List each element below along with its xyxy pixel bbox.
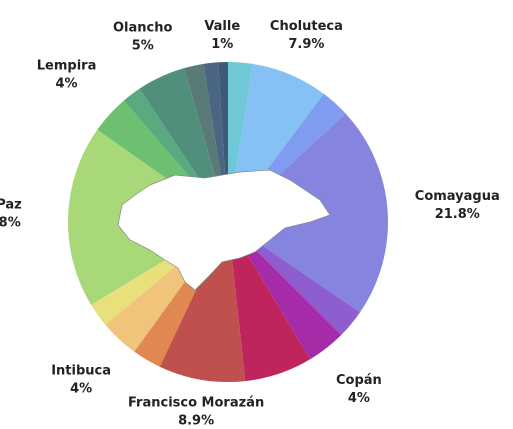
slice-value-label: 21.8% [435,207,480,222]
slice-label: Francisco Morazán [128,395,264,410]
slice-label: Lempira [37,59,97,74]
pie-slice [228,222,342,360]
slice-value-label: 7.9% [288,37,324,52]
slice-value-label: 4% [56,77,78,92]
slice-label: Copán [336,373,382,388]
slice-label: Valle [204,19,240,34]
slice-label: Choluteca [270,19,343,34]
slice-label: Olancho [113,20,172,35]
map-shape [117,169,331,291]
pie-slice [228,222,311,382]
labels: Choluteca 7.9% Comayagua 21.8% Copán 4% Franci… [0,19,500,428]
slice-label: La Paz [0,197,22,212]
slice-value-label: 4% [70,381,92,396]
slice-value-label: 4% [348,391,370,406]
slice-value-label: 1% [211,37,233,52]
slice-value-label: 18.8% [0,215,21,230]
slice-value-label: 8.9% [178,413,214,428]
slice-value-label: 5% [132,38,154,53]
slice-label: Intibuca [51,363,111,378]
pie-slice [228,222,361,336]
slice-label: Comayagua [415,189,500,204]
pie-slice [159,222,246,382]
